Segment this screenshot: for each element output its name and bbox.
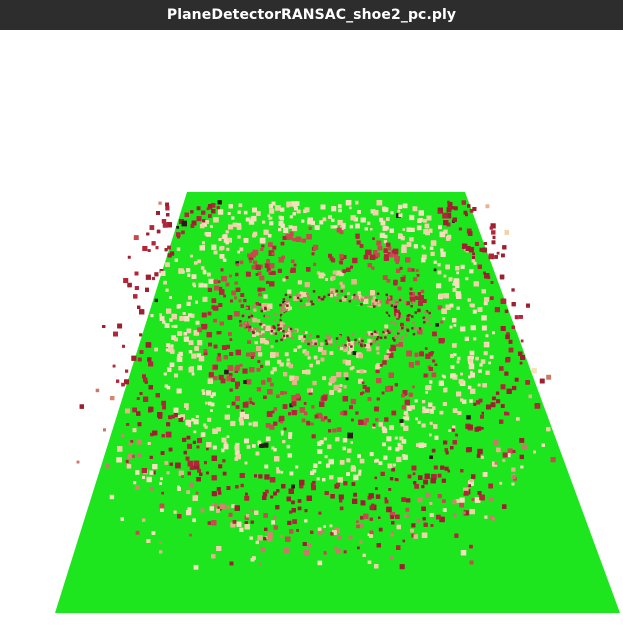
point-cloud-render[interactable] xyxy=(0,30,623,625)
detected-plane xyxy=(55,192,620,613)
window-title: PlaneDetectorRANSAC_shoe2_pc.ply xyxy=(166,7,457,23)
plane-region-inner xyxy=(281,304,389,332)
title-bar[interactable]: PlaneDetectorRANSAC_shoe2_pc.ply xyxy=(0,0,623,30)
point-cloud-points xyxy=(76,200,556,570)
3d-point-cloud-viewport[interactable] xyxy=(0,30,623,625)
